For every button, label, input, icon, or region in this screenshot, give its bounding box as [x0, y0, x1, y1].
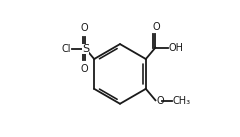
Text: CH₃: CH₃	[173, 96, 191, 106]
Text: S: S	[82, 44, 89, 54]
Text: O: O	[81, 64, 89, 74]
Text: OH: OH	[168, 43, 183, 53]
Text: O: O	[81, 23, 89, 33]
Text: Cl: Cl	[62, 44, 71, 54]
Text: O: O	[152, 22, 160, 32]
Text: O: O	[156, 96, 164, 106]
